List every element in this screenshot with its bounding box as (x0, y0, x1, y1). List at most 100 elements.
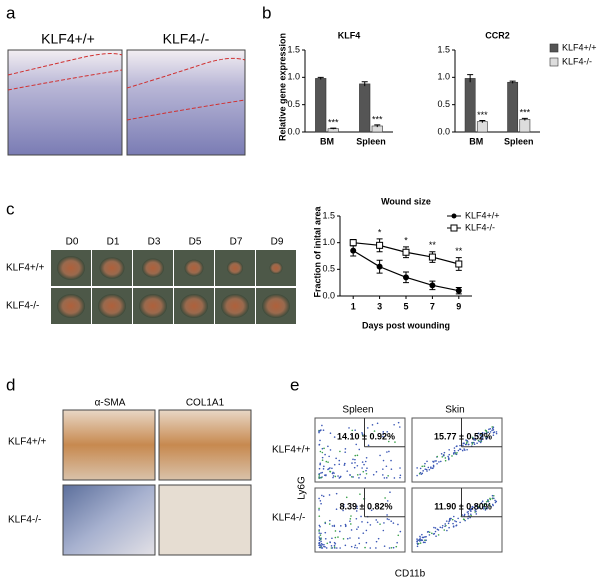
flow-dot (361, 521, 363, 523)
flow-dot (361, 467, 363, 469)
flow-dot (334, 542, 337, 545)
flow-dot (430, 467, 432, 469)
flow-dot (483, 504, 485, 506)
flow-dot (474, 439, 476, 441)
flow-dot (466, 448, 468, 451)
flow-dot (457, 517, 459, 520)
flow-dot (335, 492, 338, 495)
x-tick-label: BM (320, 136, 334, 146)
marker (429, 282, 436, 289)
flow-dot (416, 474, 418, 477)
flow-dot (424, 536, 426, 538)
column-header: Spleen (342, 405, 373, 416)
flow-dot (322, 429, 325, 431)
flow-dot (463, 513, 466, 516)
flow-dot (343, 464, 346, 466)
flow-dot (437, 529, 440, 531)
flow-dot (466, 441, 468, 443)
flow-dot (333, 525, 336, 528)
flow-dot (432, 465, 435, 468)
flow-dot (321, 451, 324, 454)
column-header: COL1A1 (186, 398, 225, 409)
flow-dot (441, 524, 444, 527)
flow-dot (334, 530, 337, 532)
flow-dot (425, 468, 428, 471)
flow-dot (362, 532, 365, 534)
flow-dot (364, 546, 366, 549)
flow-dot (495, 500, 498, 503)
flow-dot (439, 460, 442, 463)
flow-dot (346, 537, 349, 540)
flow-dot (382, 529, 385, 532)
ihc-image (158, 409, 252, 481)
flow-dot (424, 462, 426, 465)
chart-title: KLF4 (338, 30, 361, 40)
flow-dot (481, 500, 484, 503)
column-header: D0 (66, 237, 79, 248)
flow-dot (484, 509, 487, 511)
marker (376, 241, 384, 249)
chart-title: CCR2 (485, 30, 510, 40)
bar (464, 78, 476, 133)
flow-dot (447, 458, 450, 461)
flow-dot (386, 451, 388, 453)
flow-dot (387, 440, 390, 443)
wound (180, 294, 208, 318)
flow-dot (345, 496, 348, 499)
flow-dot (448, 453, 451, 456)
flow-dot (419, 467, 422, 470)
flow-dot (348, 427, 350, 429)
flow-plot (411, 487, 503, 553)
flow-dot (350, 529, 353, 531)
chart-title: Wound size (381, 196, 431, 206)
y-tick-label: 0.5 (322, 264, 335, 274)
flow-dot (356, 505, 358, 508)
flow-dot (337, 475, 339, 477)
flow-dot (448, 518, 451, 520)
legend-swatch (549, 57, 559, 67)
flow-dot (419, 471, 422, 474)
flow-dot (318, 544, 320, 547)
flow-dot (334, 536, 337, 539)
flow-dot (318, 467, 321, 470)
percentage: 8.39 ± 0.82% (340, 502, 393, 512)
error-bar (521, 117, 528, 121)
flow-dot (435, 535, 437, 537)
flow-dot (487, 431, 490, 434)
flow-dot (318, 477, 320, 479)
bar (507, 81, 519, 133)
flow-dot (431, 532, 433, 535)
flow-dot (470, 513, 472, 516)
flow-dot (320, 472, 322, 474)
flow-dot (365, 529, 368, 532)
flow-dot (476, 435, 479, 437)
flow-dot (399, 476, 401, 479)
percentage: 11.90 ± 0.80% (434, 502, 492, 512)
flow-dot (387, 474, 389, 477)
flow-dot (354, 429, 356, 431)
flow-dot (484, 507, 487, 510)
flow-dot (318, 431, 320, 434)
ihc-image (158, 484, 252, 556)
flow-dot (420, 539, 423, 542)
row-label: KLF4+/+ (6, 263, 45, 274)
flow-dot (318, 532, 321, 534)
flow-dot (435, 460, 437, 462)
flow-dot (355, 510, 358, 512)
flow-dot (318, 530, 320, 532)
flow-dot (319, 462, 322, 465)
flow-dot (351, 429, 354, 432)
flow-dot (322, 495, 325, 498)
flow-dot (491, 429, 493, 432)
flow-dot (441, 456, 444, 458)
flow-dot (361, 461, 364, 463)
x-axis-label: CD11b (395, 569, 426, 580)
flow-dot (358, 542, 361, 545)
flow-dot (354, 461, 356, 464)
flow-dot (424, 539, 426, 542)
flow-dot (434, 530, 437, 533)
flow-dot (483, 506, 486, 508)
flow-dot (455, 524, 458, 527)
percentage: 15.77 ± 0.52% (434, 432, 492, 442)
